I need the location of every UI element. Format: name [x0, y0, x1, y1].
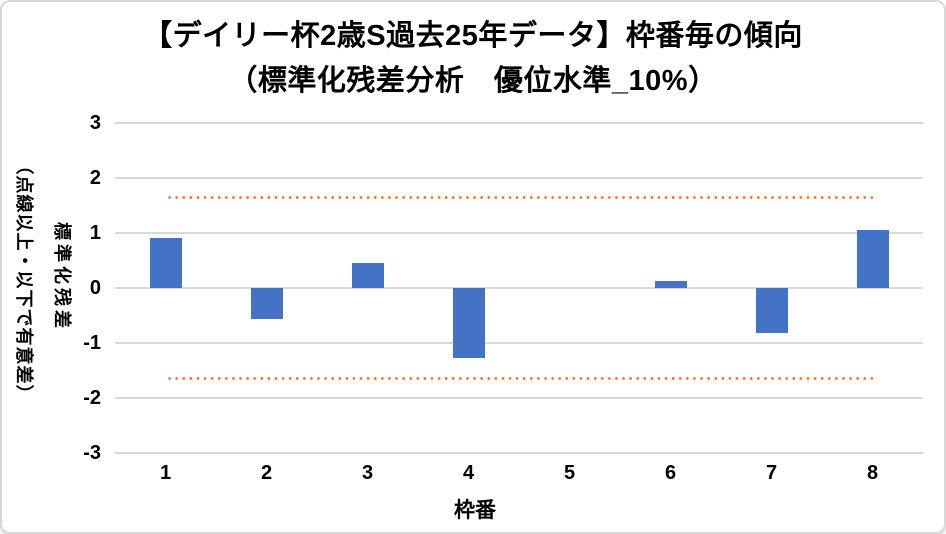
- bar-waku-2: [250, 288, 283, 319]
- x-tick-label: 4: [462, 462, 475, 484]
- bar-waku-7: [755, 288, 788, 333]
- x-tick-label: 1: [159, 462, 172, 484]
- bar-waku-8: [856, 230, 889, 288]
- gridline: [115, 177, 923, 179]
- y-tick-label: 2: [89, 167, 101, 189]
- y-tick-label: -2: [83, 387, 101, 409]
- bar-waku-4: [452, 288, 485, 358]
- chart-title: 【デイリー杯2歳S過去25年データ】枠番毎の傾向 （標準化残差分析 優位水準_1…: [2, 14, 944, 104]
- x-tick-label: 6: [664, 462, 677, 484]
- gridline: [115, 397, 923, 399]
- gridline: [115, 232, 923, 234]
- y-tick-label: -1: [83, 332, 101, 354]
- y-tick-label: 1: [89, 222, 101, 244]
- chart-title-line1: 【デイリー杯2歳S過去25年データ】枠番毎の傾向: [143, 20, 803, 52]
- y-tick-label: 0: [89, 277, 101, 299]
- gridline: [115, 342, 923, 344]
- y-tick-label: -3: [83, 442, 101, 464]
- x-tick-label: 7: [765, 462, 778, 484]
- x-tick-label: 2: [260, 462, 273, 484]
- bar-waku-3: [351, 262, 384, 288]
- chart-title-line2: （標準化残差分析 優位水準_10%）: [228, 65, 718, 97]
- upper-threshold-line: [165, 196, 873, 200]
- x-tick-label: 5: [563, 462, 576, 484]
- y-tick-label: 3: [89, 112, 101, 134]
- bar-waku-6: [654, 280, 687, 288]
- x-tick-label: 3: [361, 462, 374, 484]
- bar-waku-1: [149, 237, 182, 288]
- gridline: [115, 452, 923, 454]
- lower-threshold-line: [165, 376, 873, 380]
- x-axis-title: 枠番: [454, 499, 496, 522]
- y-axis-title-sub: （点線以上・以下で有意差）: [14, 156, 34, 404]
- gridline: [115, 287, 923, 289]
- x-tick-label: 8: [866, 462, 879, 484]
- gridline: [115, 122, 923, 124]
- plot-area: [115, 122, 923, 454]
